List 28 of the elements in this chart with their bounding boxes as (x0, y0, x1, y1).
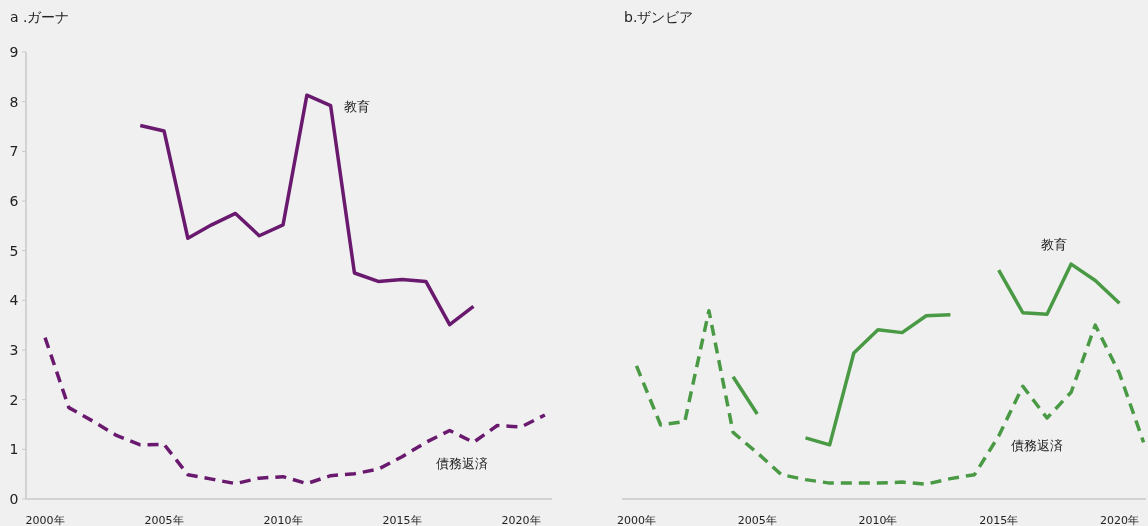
y-tick-label: 6 (9, 193, 19, 209)
x-tick-label: 2010年 (858, 514, 898, 526)
x-tick-label: 2020年 (501, 514, 541, 526)
chart-title: a .ガーナ (10, 9, 70, 25)
x-tick-label: 2000年 (25, 514, 65, 526)
y-tick-label: 7 (9, 143, 19, 160)
y-tick-label: 8 (9, 93, 19, 110)
line-series (43, 335, 547, 486)
x-tick-label: 2015年 (979, 514, 1019, 526)
y-tick-label: 5 (9, 242, 19, 259)
chart-title: b.ザンビア (624, 9, 694, 25)
series-label: 債務返済 (435, 456, 488, 472)
x-tick-label: 2020年 (1099, 514, 1139, 526)
series-label: 債務返済 (1010, 438, 1063, 454)
y-tick-label: 9 (9, 44, 19, 60)
x-tick-label: 2005年 (737, 514, 777, 526)
y-tick-label: 2 (9, 391, 19, 408)
y-tick-label: 4 (9, 292, 19, 309)
line-series (138, 93, 476, 327)
x-tick-label: 2010年 (263, 514, 303, 526)
series-label: 教育 (343, 98, 370, 114)
x-tick-label: 2005年 (144, 514, 184, 526)
y-tick-label: 3 (9, 342, 19, 358)
series-label: 教育 (1041, 237, 1067, 253)
y-tick-label: 0 (9, 491, 19, 507)
y-tick-label: 1 (9, 441, 19, 458)
x-tick-label: 2000年 (616, 514, 656, 526)
x-tick-label: 2015年 (382, 514, 422, 526)
